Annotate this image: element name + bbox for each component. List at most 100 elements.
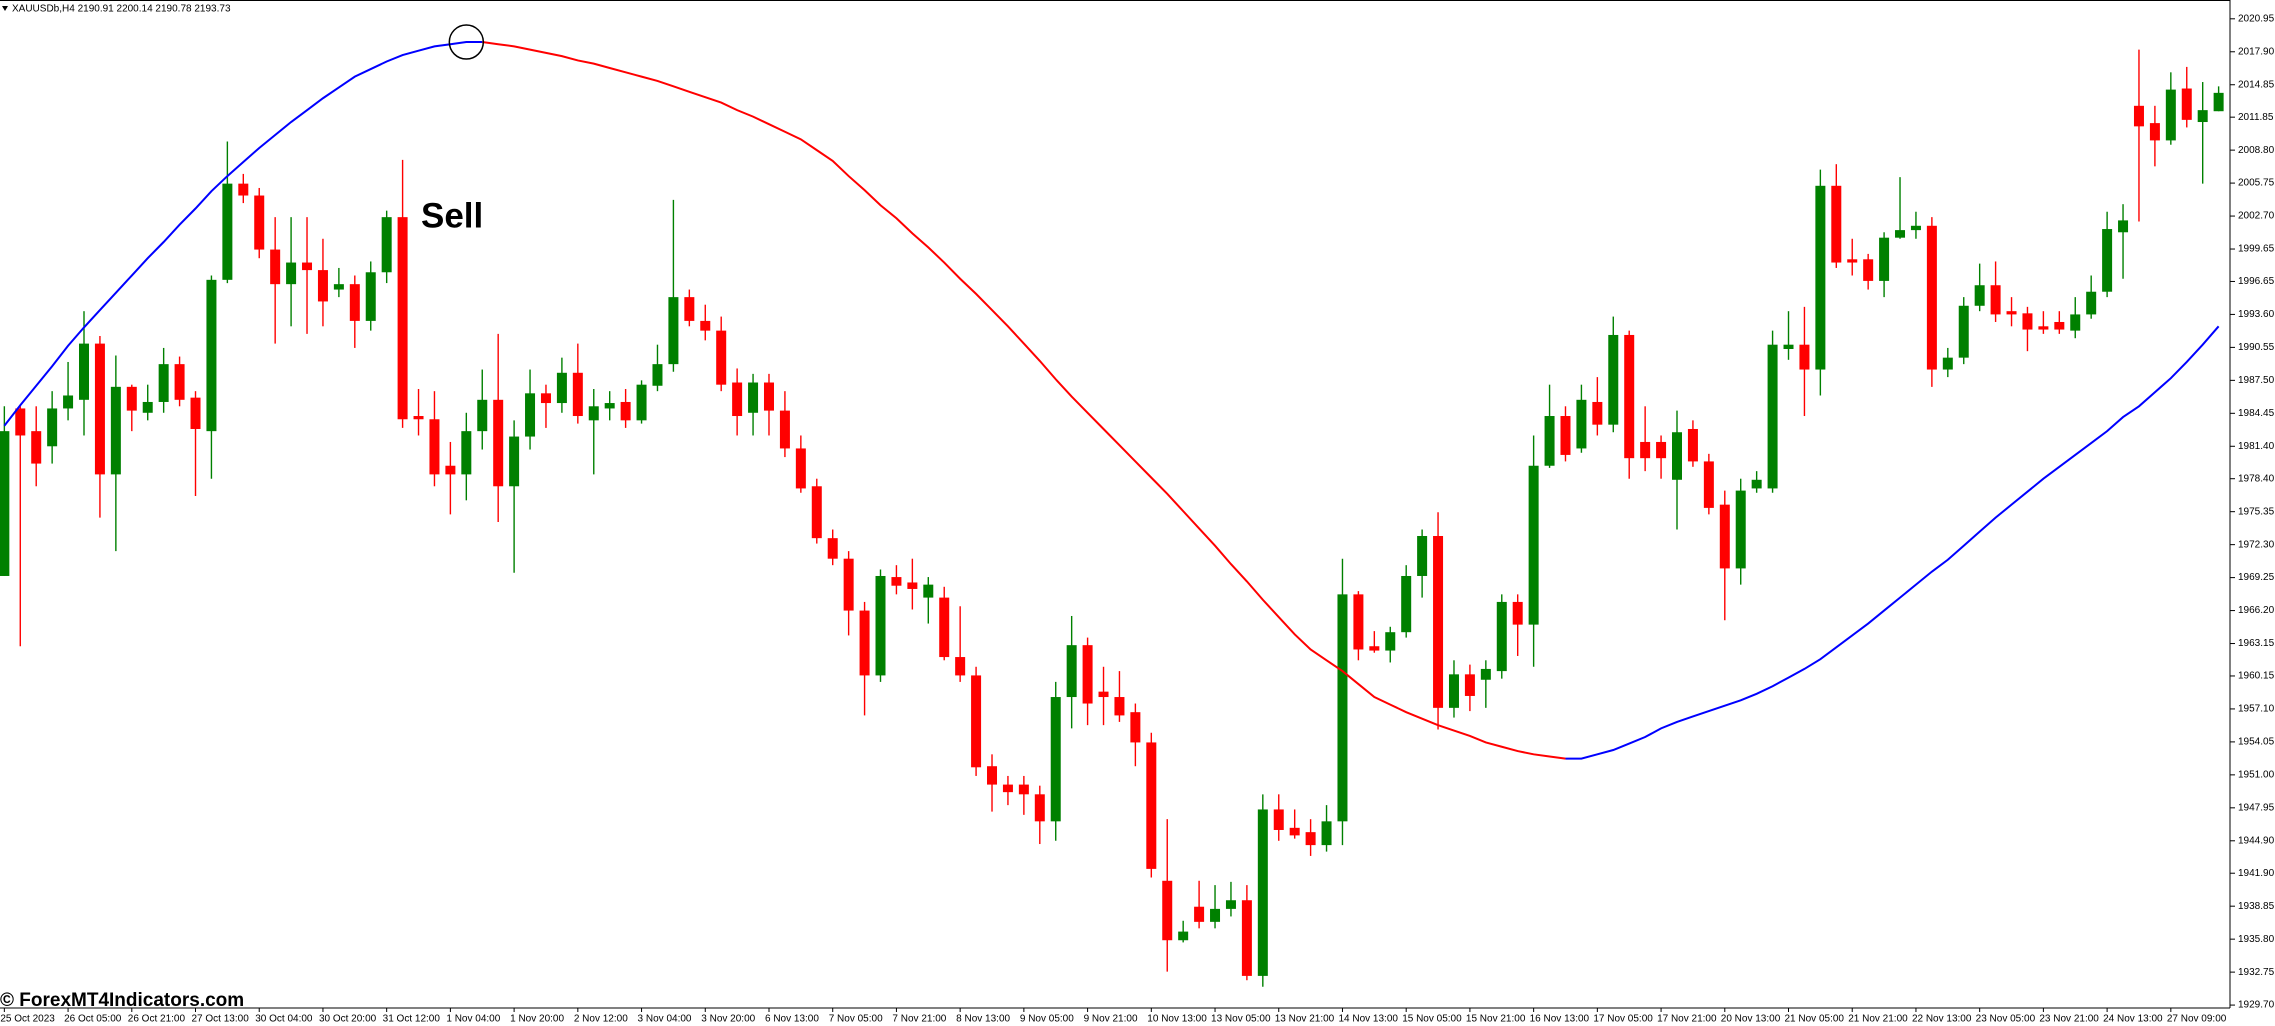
candle-body bbox=[2086, 291, 2097, 315]
candle-body bbox=[1146, 742, 1157, 869]
candle-body bbox=[1114, 697, 1125, 716]
candle-body bbox=[477, 399, 488, 432]
candle-body bbox=[1735, 490, 1746, 569]
candle-body bbox=[827, 538, 838, 559]
candle-body bbox=[540, 393, 551, 404]
x-tick-label: 30 Oct 04:00 bbox=[255, 1014, 313, 1025]
candle-body bbox=[1719, 504, 1730, 569]
candle-body bbox=[1512, 601, 1523, 625]
y-tick-label: 1999.65 bbox=[2238, 244, 2275, 255]
candle-body bbox=[349, 284, 360, 321]
candle-body bbox=[1528, 465, 1539, 625]
candle-body bbox=[1018, 784, 1029, 795]
y-tick-label: 2017.90 bbox=[2238, 46, 2275, 57]
candle-body bbox=[763, 382, 774, 411]
candle-body bbox=[1082, 645, 1093, 704]
candle-body bbox=[923, 584, 934, 598]
y-tick-label: 1938.85 bbox=[2238, 901, 2275, 912]
candle-body bbox=[1783, 344, 1794, 350]
signal-circle bbox=[448, 24, 485, 60]
y-tick-label: 1947.95 bbox=[2238, 802, 2275, 813]
x-tick-label: 21 Nov 05:00 bbox=[1785, 1014, 1845, 1025]
candle-body bbox=[1353, 594, 1364, 650]
y-tick-label: 2005.75 bbox=[2238, 178, 2275, 189]
candle-body bbox=[47, 408, 58, 447]
candle-body bbox=[636, 384, 647, 421]
candle-body bbox=[1496, 601, 1507, 672]
candle-body bbox=[779, 410, 790, 449]
candle-body bbox=[1608, 334, 1619, 425]
candle-body bbox=[811, 486, 822, 539]
candle-body bbox=[556, 372, 567, 404]
candle-body bbox=[1895, 230, 1906, 238]
ma-line bbox=[3, 41, 483, 427]
candle-body bbox=[1273, 809, 1284, 830]
candle-body bbox=[2054, 321, 2065, 330]
y-tick-label: 1969.25 bbox=[2238, 572, 2275, 583]
candle-body bbox=[1225, 900, 1236, 909]
candle-body bbox=[716, 330, 727, 385]
symbol-info: XAUUSDb,H4 2190.91 2200.14 2190.78 2193.… bbox=[12, 4, 231, 15]
y-tick-label: 2008.80 bbox=[2238, 145, 2275, 156]
candle-body bbox=[1305, 832, 1316, 846]
candle-body bbox=[142, 401, 153, 413]
candle-body bbox=[1050, 697, 1061, 822]
candle-body bbox=[1098, 691, 1109, 698]
y-tick-label: 1978.40 bbox=[2238, 473, 2275, 484]
x-tick-label: 20 Nov 13:00 bbox=[1721, 1014, 1781, 1025]
candle-body bbox=[429, 419, 440, 475]
x-tick-label: 16 Nov 13:00 bbox=[1530, 1014, 1590, 1025]
candle-body bbox=[859, 610, 870, 676]
y-tick-label: 1929.70 bbox=[2238, 1000, 2275, 1011]
candle-body bbox=[875, 575, 886, 676]
candle-body bbox=[254, 195, 265, 250]
candle-body bbox=[891, 577, 902, 586]
candle-body bbox=[604, 403, 615, 409]
x-tick-label: 13 Nov 21:00 bbox=[1275, 1014, 1335, 1025]
candle-body bbox=[795, 448, 806, 489]
candle-body bbox=[1815, 185, 1826, 370]
symbol-marker bbox=[2, 6, 8, 11]
candle-body bbox=[1241, 900, 1252, 976]
x-tick-label: 9 Nov 05:00 bbox=[1020, 1014, 1074, 1025]
candle-body bbox=[2133, 105, 2144, 127]
x-tick-label: 7 Nov 05:00 bbox=[829, 1014, 883, 1025]
candle-body bbox=[397, 217, 408, 420]
candle-body bbox=[31, 431, 42, 464]
candle-body bbox=[2213, 92, 2224, 112]
candle-body bbox=[572, 372, 583, 417]
candle-body bbox=[588, 406, 599, 421]
ma-line bbox=[1565, 325, 2220, 760]
candle-body bbox=[525, 393, 536, 437]
candle-body bbox=[1958, 305, 1969, 358]
candle-body bbox=[0, 431, 10, 576]
candle-body bbox=[79, 343, 89, 400]
candle-body bbox=[1448, 674, 1459, 708]
candle-body bbox=[461, 431, 472, 475]
candle-body bbox=[1034, 794, 1045, 822]
candle-body bbox=[1576, 399, 1587, 449]
x-tick-label: 15 Nov 05:00 bbox=[1402, 1014, 1462, 1025]
candle-body bbox=[1544, 416, 1555, 466]
candle-body bbox=[652, 364, 663, 386]
candle-body bbox=[222, 183, 233, 280]
y-tick-label: 2014.85 bbox=[2238, 79, 2275, 90]
candle-body bbox=[732, 382, 743, 417]
candle-body bbox=[1130, 712, 1141, 743]
candle-body bbox=[843, 558, 854, 611]
candle-body bbox=[955, 657, 966, 676]
candle-body bbox=[1337, 594, 1348, 822]
y-tick-label: 1957.10 bbox=[2238, 704, 2275, 715]
candle-body bbox=[302, 262, 313, 271]
candle-body bbox=[1672, 432, 1682, 480]
x-tick-label: 3 Nov 20:00 bbox=[701, 1014, 755, 1025]
x-tick-label: 14 Nov 13:00 bbox=[1338, 1014, 1398, 1025]
x-tick-label: 26 Oct 21:00 bbox=[128, 1014, 186, 1025]
candle-body bbox=[1401, 575, 1412, 633]
x-tick-label: 23 Nov 21:00 bbox=[2039, 1014, 2099, 1025]
signal-annotation: Sell bbox=[421, 196, 483, 235]
y-tick-label: 1996.65 bbox=[2238, 276, 2275, 287]
x-tick-label: 26 Oct 05:00 bbox=[64, 1014, 122, 1025]
candle-body bbox=[668, 297, 679, 365]
